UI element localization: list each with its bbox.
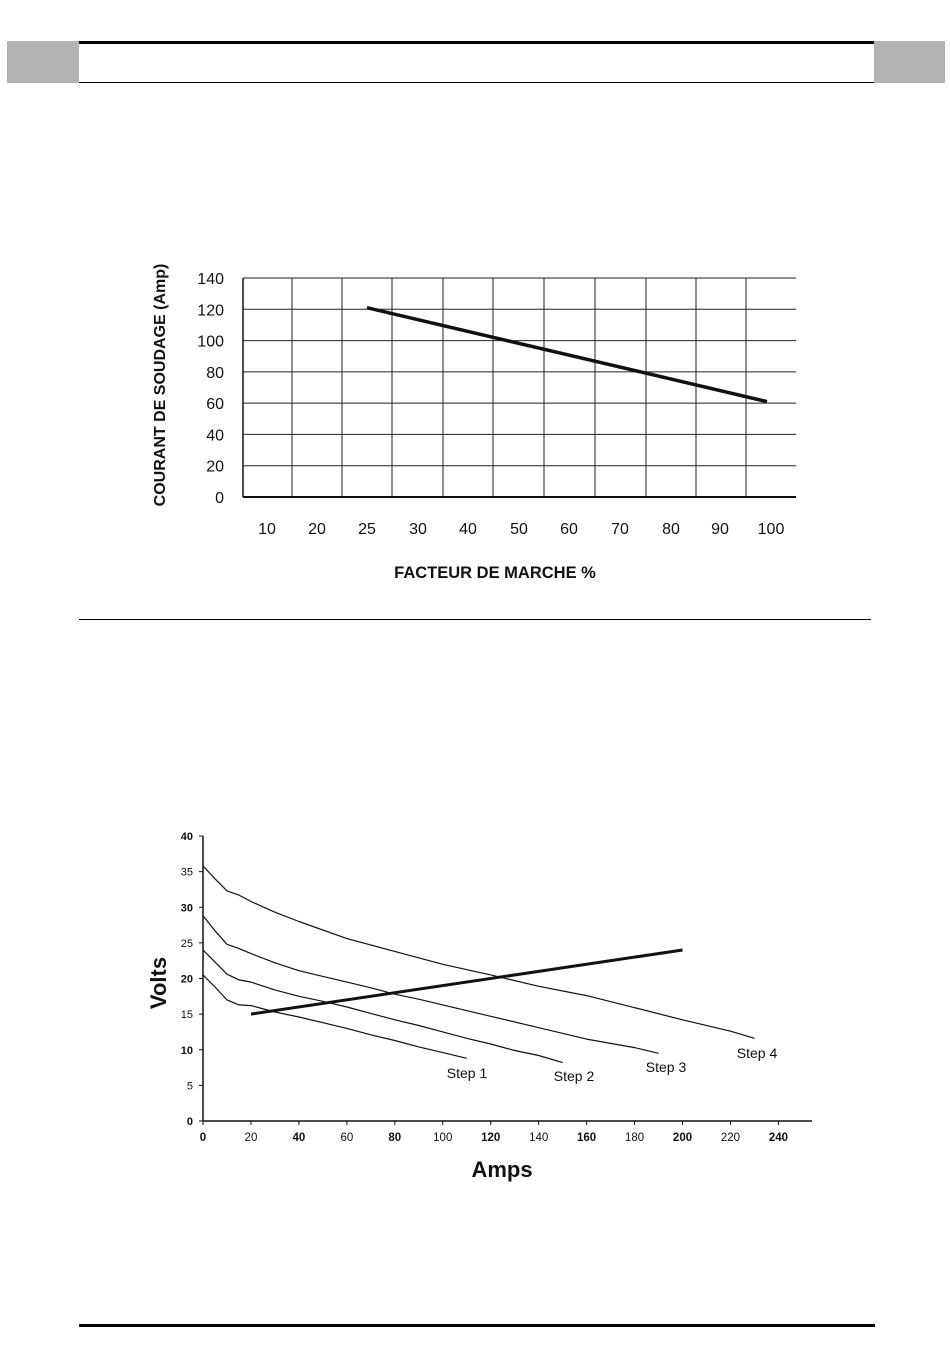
duty-cycle-x-axis-label: FACTEUR DE MARCHE % [394, 564, 596, 582]
x-tick-label-25: 25 [358, 521, 376, 538]
y-tick-label-20: 20 [206, 459, 224, 476]
section-divider [79, 619, 871, 620]
y-tick-label-40: 40 [206, 427, 224, 444]
x-tick-label-80: 80 [662, 521, 680, 538]
x-tick-label-60: 60 [560, 521, 578, 538]
y-tick-label-140: 140 [197, 271, 224, 288]
header-right-tab [874, 41, 945, 83]
x-tick-label-40: 40 [459, 521, 477, 538]
footer-rule [79, 1324, 875, 1327]
x-tick-label-20: 20 [308, 521, 326, 538]
header-bottom-rule [79, 82, 874, 83]
y-tick-label-120: 120 [197, 302, 224, 319]
x-tick-label-70: 70 [611, 521, 629, 538]
y-tick-label-100: 100 [197, 334, 224, 351]
x-tick-label-30: 30 [409, 521, 427, 538]
duty-cycle-axes [242, 278, 796, 498]
header-top-rule [79, 41, 874, 44]
x-tick-label-100: 100 [758, 521, 785, 538]
duty-cycle-series-line-0 [366, 306, 768, 404]
y-tick-label-0: 0 [215, 490, 224, 507]
duty-cycle-grid [242, 277, 796, 497]
y-tick-label-60: 60 [206, 396, 224, 413]
duty-cycle-x-tick-labels: 10 20 25 30 40 50 60 70 80 90 100 [258, 521, 784, 538]
duty-cycle-y-tick-labels: 0 20 40 60 80 100 120 140 [197, 271, 224, 507]
header-left-tab [7, 41, 79, 83]
duty-cycle-y-axis-label: COURANT DE SOUDAGE (Amp) [152, 264, 169, 507]
duty-cycle-series [366, 306, 768, 404]
x-tick-label-10: 10 [258, 521, 276, 538]
y-tick-label-80: 80 [206, 365, 224, 382]
x-tick-label-50: 50 [510, 521, 528, 538]
x-tick-label-90: 90 [711, 521, 729, 538]
